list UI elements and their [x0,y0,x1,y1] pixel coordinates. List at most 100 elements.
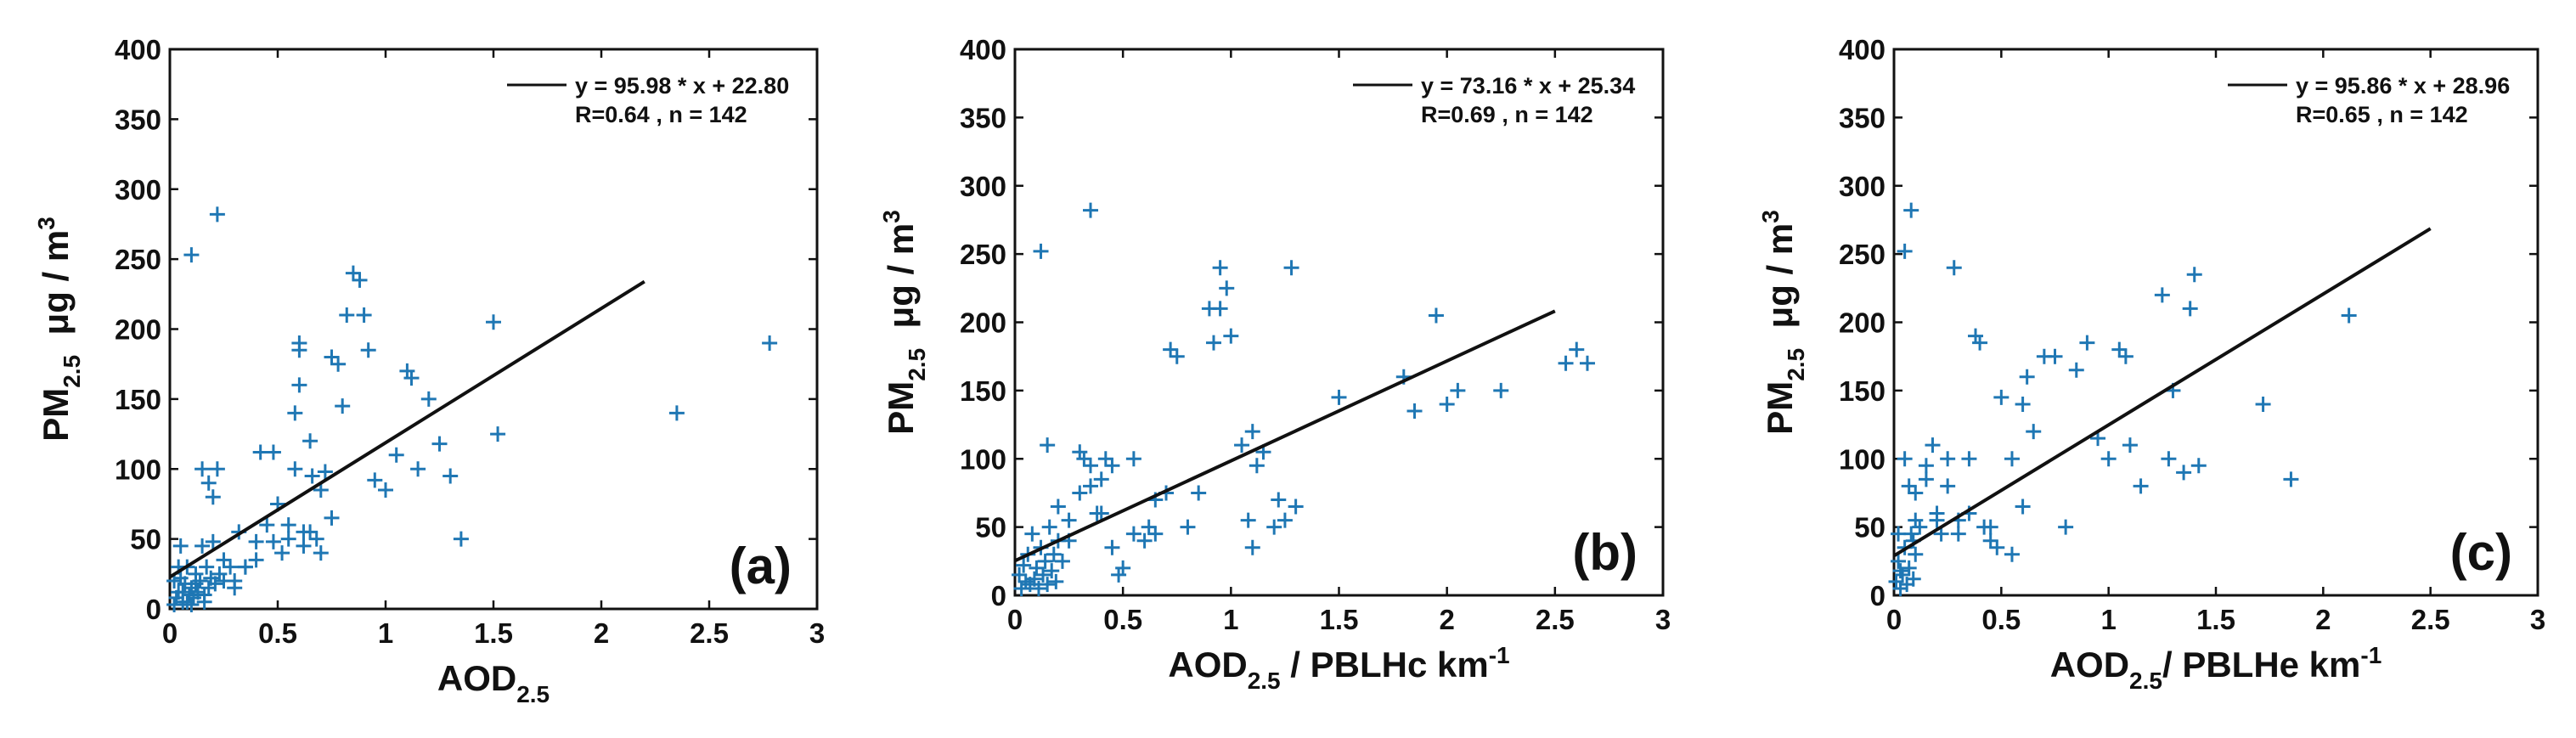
y-tick-label: 300 [115,174,161,206]
data-point [1033,243,1049,259]
data-point [313,545,329,561]
data-point [324,349,340,365]
data-point [431,436,448,452]
data-point [166,597,183,613]
data-point [2283,471,2299,487]
data-point [209,461,225,477]
data-point [1035,566,1051,583]
data-point [1041,519,1057,535]
y-tick-label: 150 [1839,375,1885,407]
regression-line [1014,309,1556,563]
x-tick-label: 2 [1439,604,1454,635]
data-point [1331,389,1347,405]
data-point [1908,512,1924,528]
data-point [1219,280,1235,296]
y-tick-label: 350 [1839,102,1885,133]
y-tick-label: 0 [146,594,161,625]
data-point [2019,369,2035,385]
data-point [1493,382,1509,398]
data-point [2186,267,2202,283]
data-point [1271,492,1287,508]
data-point [194,461,211,477]
y-tick-label: 350 [960,102,1006,133]
x-axis-title-sub: 2.5 [2129,668,2162,694]
y-tick-label: 50 [130,524,161,555]
data-point [1046,546,1062,562]
y-tick-label: 150 [115,384,161,415]
data-point [1940,478,1956,494]
data-point [183,247,200,263]
data-point [420,391,437,407]
data-point [209,206,225,223]
data-point [291,342,307,358]
y-axis-title-sup: 3 [33,217,59,230]
data-point [1093,505,1109,521]
data-point [1104,539,1120,555]
y-tick-label: 400 [960,34,1006,65]
x-axis-title-main: AOD [2050,645,2129,684]
data-point [172,538,189,554]
data-point [1989,539,2005,555]
panel-b: 0 0.5 1 1.5 2 2.5 3 0 50 100 150 200 250 300 350 400 y =… [878,34,1671,694]
y-tick-label: 100 [960,443,1006,475]
x-tick-label: 2.5 [690,617,729,649]
data-point [1891,526,1907,542]
data-point [199,559,215,575]
data-point [324,510,340,526]
data-point [308,531,324,547]
data-point [296,538,312,554]
data-point [1450,382,1466,398]
y-tick-label: 250 [1839,239,1885,270]
data-point [1961,451,1977,467]
data-point [302,524,318,540]
y-axis-title-unit: μg / m [881,223,921,348]
data-point [1266,519,1282,535]
data-point [1288,499,1304,515]
data-point [175,584,191,600]
x-tick-label: 0.5 [258,617,297,649]
legend-equation: y = 95.86 * x + 28.96 [2296,73,2510,99]
data-point [2015,396,2031,412]
data-points [166,206,778,613]
data-point [2015,499,2031,515]
data-point [2117,348,2134,364]
data-point [280,517,296,533]
y-axis-title: PM2.5 μg / m3 [1757,210,1809,435]
data-point [1277,512,1293,528]
data-point [1029,560,1045,576]
data-point [442,468,459,484]
data-point [196,594,212,610]
data-point [291,377,307,393]
x-axis-title: AOD2.5 / PBLHc km-1 [1168,642,1509,694]
data-point [1054,553,1070,569]
y-axis-title-main: PM [36,388,76,442]
data-point [1104,458,1120,474]
data-point [1946,260,1962,276]
data-points [1012,202,1595,596]
x-tick-label: 3 [1655,604,1671,635]
data-point [1125,451,1141,467]
data-point [1083,202,1099,218]
data-point [388,447,404,463]
data-point [317,464,333,480]
data-point [453,531,469,547]
data-point [1925,437,1941,454]
data-point [1212,260,1228,276]
data-point [2047,348,2063,364]
data-point [1897,243,1913,259]
data-point [227,580,243,596]
data-point [1908,546,1924,562]
data-point [486,314,501,330]
x-tick-label: 1 [1223,604,1238,635]
legend-equation: y = 95.98 * x + 22.80 [575,73,789,99]
data-point [1083,478,1099,494]
data-point [1244,424,1260,440]
data-point [2190,458,2207,474]
data-point [216,552,232,568]
data-point [1892,563,1908,579]
data-point [1240,512,1256,528]
data-point [1044,563,1060,579]
data-point [1901,478,1917,494]
data-point [1982,532,1998,549]
data-point [2079,335,2095,351]
